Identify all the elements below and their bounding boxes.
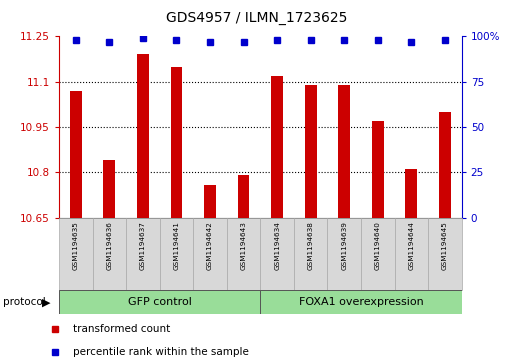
FancyBboxPatch shape xyxy=(428,218,462,290)
FancyBboxPatch shape xyxy=(160,218,193,290)
Text: FOXA1 overexpression: FOXA1 overexpression xyxy=(299,297,423,307)
Bar xyxy=(104,160,115,218)
Text: GSM1194634: GSM1194634 xyxy=(274,221,280,270)
FancyBboxPatch shape xyxy=(260,290,462,314)
FancyBboxPatch shape xyxy=(126,218,160,290)
FancyBboxPatch shape xyxy=(361,218,394,290)
Text: GSM1194638: GSM1194638 xyxy=(308,221,313,270)
FancyBboxPatch shape xyxy=(294,218,327,290)
FancyBboxPatch shape xyxy=(59,290,260,314)
FancyBboxPatch shape xyxy=(227,218,260,290)
Bar xyxy=(171,66,182,218)
Text: GFP control: GFP control xyxy=(128,297,192,307)
Text: GSM1194644: GSM1194644 xyxy=(408,221,415,270)
Bar xyxy=(439,112,451,218)
Bar xyxy=(405,170,417,218)
Text: percentile rank within the sample: percentile rank within the sample xyxy=(73,347,249,357)
FancyBboxPatch shape xyxy=(59,218,92,290)
Bar xyxy=(339,85,350,218)
Text: GSM1194636: GSM1194636 xyxy=(106,221,112,270)
Text: GSM1194640: GSM1194640 xyxy=(375,221,381,270)
Bar xyxy=(372,121,384,218)
FancyBboxPatch shape xyxy=(327,218,361,290)
Text: GSM1194645: GSM1194645 xyxy=(442,221,448,270)
FancyBboxPatch shape xyxy=(394,218,428,290)
Text: ▶: ▶ xyxy=(42,297,50,307)
Text: GSM1194637: GSM1194637 xyxy=(140,221,146,270)
Bar xyxy=(70,91,82,218)
Text: GSM1194641: GSM1194641 xyxy=(173,221,180,270)
Text: GSM1194643: GSM1194643 xyxy=(241,221,247,270)
Text: transformed count: transformed count xyxy=(73,324,170,334)
Text: GSM1194635: GSM1194635 xyxy=(73,221,79,270)
Bar xyxy=(137,54,149,218)
Text: GSM1194639: GSM1194639 xyxy=(341,221,347,270)
Bar xyxy=(238,175,249,218)
Bar xyxy=(271,76,283,218)
Text: GDS4957 / ILMN_1723625: GDS4957 / ILMN_1723625 xyxy=(166,11,347,25)
FancyBboxPatch shape xyxy=(193,218,227,290)
Text: GSM1194642: GSM1194642 xyxy=(207,221,213,270)
FancyBboxPatch shape xyxy=(260,218,294,290)
Bar xyxy=(204,184,216,218)
FancyBboxPatch shape xyxy=(92,218,126,290)
Text: protocol: protocol xyxy=(3,297,45,307)
Bar xyxy=(305,85,317,218)
